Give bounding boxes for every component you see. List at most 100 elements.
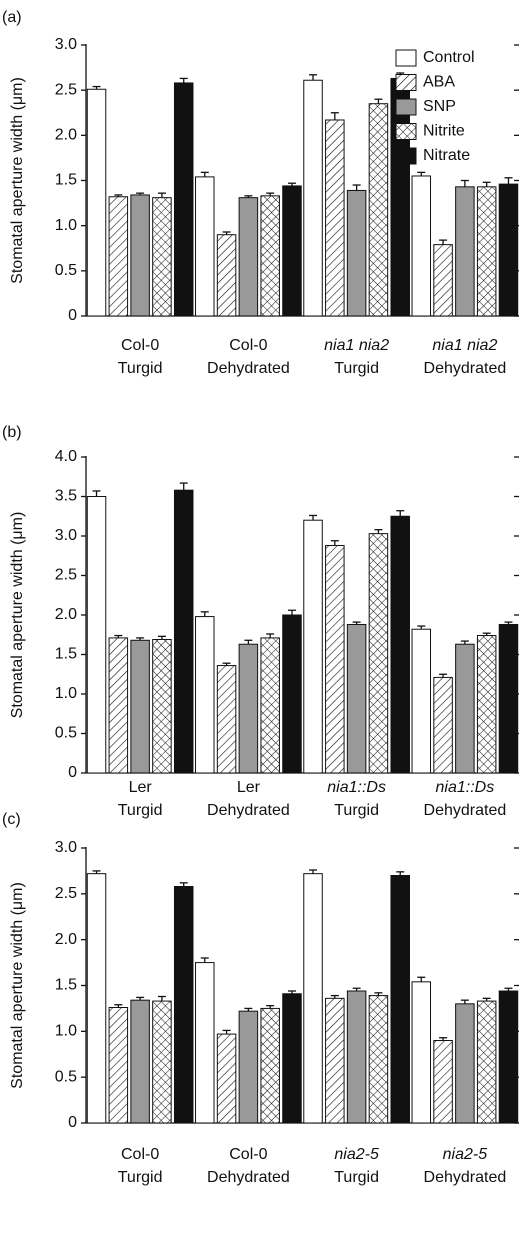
legend-swatch	[395, 49, 417, 67]
x-tick-label: Dehydrated	[207, 360, 290, 377]
panel-label: (c)	[2, 811, 21, 828]
x-tick-label: Turgid	[334, 802, 379, 819]
legend-swatch	[395, 147, 417, 165]
y-axis-label: Stomatal aperture width (μm)	[9, 77, 26, 284]
x-tick-label: Turgid	[118, 802, 163, 819]
y-axis-label: Stomatal aperture width (μm)	[9, 512, 26, 719]
y-tick-label: 0.5	[55, 262, 77, 279]
x-tick-label: Col-0	[121, 337, 159, 354]
x-tick-label: Ler	[237, 779, 261, 796]
bar	[411, 628, 432, 774]
x-tick-label: Turgid	[334, 360, 379, 377]
y-tick-label: 2.5	[55, 567, 77, 584]
x-tick-label: nia1 nia2	[324, 337, 389, 354]
bar	[455, 186, 475, 317]
bar	[346, 990, 367, 1124]
bar	[86, 88, 107, 317]
bar	[476, 1000, 497, 1124]
x-tick-label: Turgid	[118, 1169, 163, 1186]
y-tick-label: 2.5	[55, 81, 77, 98]
bar	[303, 519, 323, 774]
x-tick-label: Turgid	[118, 360, 163, 377]
x-tick-label: Dehydrated	[207, 802, 290, 819]
bar	[433, 676, 453, 774]
bar	[130, 999, 150, 1124]
y-tick-label: 4.0	[55, 448, 77, 465]
y-tick-label: 2.0	[55, 931, 77, 948]
bar	[346, 623, 367, 774]
y-tick-label: 2.0	[55, 127, 77, 144]
legend-swatch	[395, 74, 417, 91]
bar	[498, 990, 519, 1124]
x-tick-label: Dehydrated	[207, 1169, 290, 1186]
x-tick-label: Dehydrated	[424, 802, 507, 819]
y-tick-label: 3.0	[55, 36, 77, 53]
bar	[325, 544, 345, 774]
y-tick-label: 1.0	[55, 685, 77, 702]
bar	[195, 962, 215, 1124]
legend-label: Nitrate	[423, 147, 470, 164]
y-tick-label: 3.0	[55, 527, 77, 544]
legend-swatch	[395, 123, 417, 140]
bar	[282, 185, 302, 317]
y-tick-label: 3.5	[55, 488, 77, 505]
y-axis-label: Stomatal aperture width (μm)	[9, 882, 26, 1089]
bar	[260, 195, 280, 317]
bar	[86, 496, 107, 774]
x-tick-label: nia2-5	[334, 1146, 379, 1163]
bar	[86, 873, 107, 1124]
legend-label: SNP	[423, 98, 456, 115]
bar	[238, 643, 259, 774]
bar	[455, 643, 475, 774]
bar	[238, 1010, 259, 1124]
bar	[260, 637, 280, 774]
bar	[411, 175, 432, 317]
bar	[216, 1033, 237, 1124]
y-tick-label: 2.5	[55, 885, 77, 902]
y-tick-label: 1.5	[55, 977, 77, 994]
bar	[130, 194, 150, 317]
bar	[433, 1040, 453, 1124]
y-tick-label: 1.0	[55, 217, 77, 234]
bar	[238, 197, 259, 317]
x-tick-label: Turgid	[334, 1169, 379, 1186]
bar	[282, 993, 302, 1124]
x-tick-label: Col-0	[229, 337, 267, 354]
bar	[411, 981, 432, 1124]
y-tick-label: 0	[68, 1114, 77, 1131]
bar	[368, 533, 389, 774]
x-tick-label: Dehydrated	[424, 1169, 507, 1186]
bar	[108, 1007, 129, 1124]
y-tick-label: 0.5	[55, 1068, 77, 1085]
bar	[152, 197, 172, 317]
bar	[498, 183, 519, 317]
bar	[368, 103, 389, 317]
bar	[173, 489, 194, 774]
bar	[173, 82, 194, 317]
panel-label: (a)	[2, 9, 22, 26]
bar	[368, 995, 389, 1124]
x-tick-label: nia1::Ds	[327, 779, 386, 796]
y-tick-label: 1.0	[55, 1023, 77, 1040]
bar	[498, 623, 519, 774]
bar	[476, 635, 497, 774]
bar	[346, 189, 367, 317]
bar	[455, 1003, 475, 1124]
bar	[282, 614, 302, 774]
x-tick-label: nia1 nia2	[432, 337, 497, 354]
bar	[433, 244, 453, 317]
y-tick-label: 0	[68, 764, 77, 781]
bar	[195, 176, 215, 317]
bar	[325, 119, 345, 317]
bar	[303, 79, 323, 317]
x-tick-label: nia1::Ds	[436, 779, 495, 796]
y-tick-label: 2.0	[55, 606, 77, 623]
legend-label: Control	[423, 49, 475, 66]
bar	[173, 886, 194, 1124]
bar	[216, 665, 237, 774]
y-tick-label: 0.5	[55, 725, 77, 742]
legend-label: ABA	[423, 74, 455, 91]
y-tick-label: 1.5	[55, 172, 77, 189]
x-tick-label: Ler	[129, 779, 153, 796]
